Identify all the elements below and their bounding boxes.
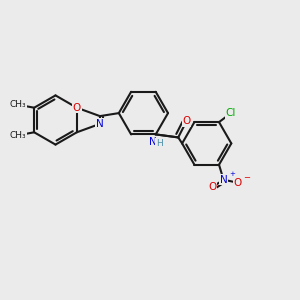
Text: O: O bbox=[208, 182, 216, 192]
Text: N: N bbox=[220, 175, 227, 185]
Text: O: O bbox=[73, 103, 81, 113]
Text: N: N bbox=[96, 119, 104, 129]
Text: O: O bbox=[234, 178, 242, 188]
Text: N: N bbox=[149, 137, 157, 147]
Text: CH₃: CH₃ bbox=[9, 100, 26, 109]
Text: +: + bbox=[229, 171, 235, 177]
Text: O: O bbox=[182, 116, 191, 126]
Text: −: − bbox=[243, 173, 250, 182]
Text: H: H bbox=[156, 139, 163, 148]
Text: Cl: Cl bbox=[226, 108, 236, 118]
Text: CH₃: CH₃ bbox=[9, 131, 26, 140]
